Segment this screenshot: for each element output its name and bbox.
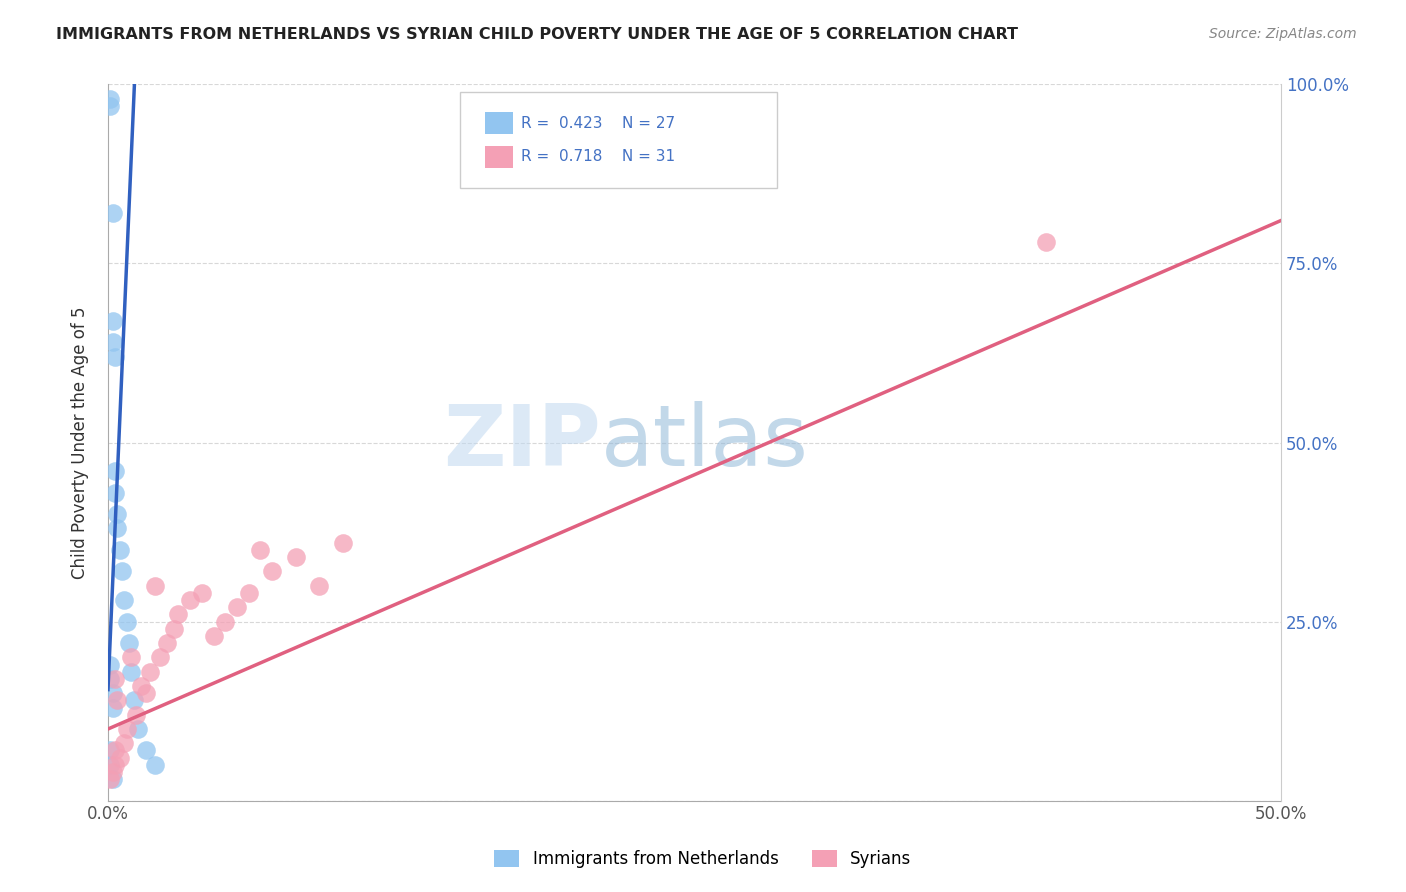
Point [115, 722, 138, 736]
Point [101, 764, 124, 779]
Point [202, 629, 225, 643]
Point [120, 665, 142, 679]
Point [104, 672, 127, 686]
Point [143, 579, 166, 593]
Point [104, 350, 127, 364]
Point [101, 700, 124, 714]
Point [135, 686, 157, 700]
Point [98, 657, 121, 672]
Point [156, 636, 179, 650]
Point [104, 464, 127, 478]
Point [104, 485, 127, 500]
FancyBboxPatch shape [460, 92, 776, 188]
Point [108, 750, 131, 764]
Text: Source: ZipAtlas.com: Source: ZipAtlas.com [1209, 27, 1357, 41]
Point [332, 536, 354, 550]
Text: atlas: atlas [600, 401, 808, 484]
Point [105, 693, 128, 707]
Text: R =  0.423    N = 27: R = 0.423 N = 27 [520, 116, 675, 130]
Legend: Immigrants from Netherlands, Syrians: Immigrants from Netherlands, Syrians [488, 843, 918, 875]
Point [129, 679, 152, 693]
Point [98, 92, 121, 106]
Point [104, 757, 127, 772]
Point [1035, 235, 1057, 249]
Point [127, 722, 149, 736]
Point [101, 314, 124, 328]
Point [118, 636, 141, 650]
Point [163, 622, 186, 636]
Point [98, 99, 121, 113]
Point [120, 650, 142, 665]
Point [143, 757, 166, 772]
Point [284, 550, 307, 565]
Point [101, 686, 124, 700]
Point [179, 593, 201, 607]
Point [104, 743, 127, 757]
Point [125, 707, 148, 722]
Point [105, 507, 128, 521]
Point [238, 586, 260, 600]
Point [98, 757, 121, 772]
Point [98, 772, 121, 786]
Text: IMMIGRANTS FROM NETHERLANDS VS SYRIAN CHILD POVERTY UNDER THE AGE OF 5 CORRELATI: IMMIGRANTS FROM NETHERLANDS VS SYRIAN CH… [56, 27, 1018, 42]
Point [98, 743, 121, 757]
Point [262, 565, 284, 579]
Y-axis label: Child Poverty Under the Age of 5: Child Poverty Under the Age of 5 [72, 306, 89, 579]
Point [101, 772, 124, 786]
Point [191, 586, 214, 600]
Point [122, 693, 145, 707]
Point [249, 543, 271, 558]
Point [98, 672, 121, 686]
Point [226, 600, 249, 615]
Point [108, 543, 131, 558]
Point [135, 743, 157, 757]
Point [149, 650, 172, 665]
Point [112, 736, 135, 750]
Point [308, 579, 330, 593]
Point [112, 593, 135, 607]
Point [115, 615, 138, 629]
Point [214, 615, 236, 629]
Point [101, 206, 124, 220]
FancyBboxPatch shape [485, 146, 513, 168]
Point [105, 521, 128, 535]
Text: ZIP: ZIP [443, 401, 600, 484]
Point [139, 665, 162, 679]
FancyBboxPatch shape [485, 112, 513, 134]
Point [167, 607, 190, 622]
Point [111, 565, 134, 579]
Point [101, 335, 124, 350]
Text: R =  0.718    N = 31: R = 0.718 N = 31 [520, 149, 675, 164]
